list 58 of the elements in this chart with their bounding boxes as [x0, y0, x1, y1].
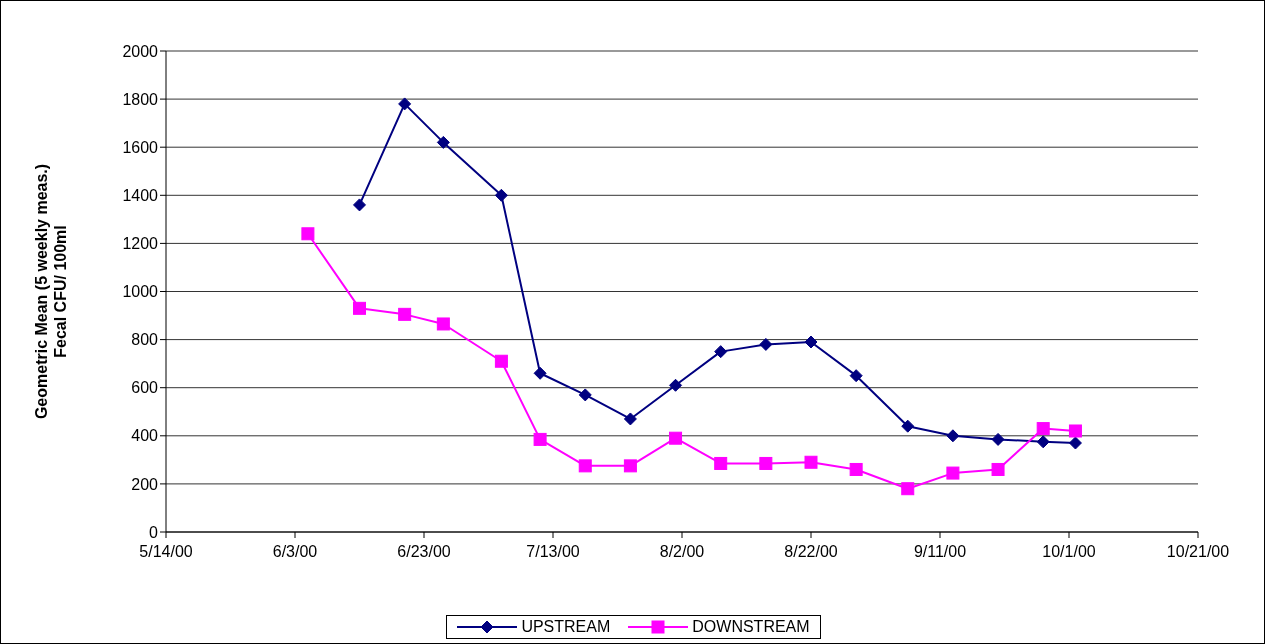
x-tick-label: 6/23/00 — [397, 543, 451, 561]
point — [578, 459, 592, 473]
point — [1068, 436, 1082, 450]
point — [714, 345, 728, 359]
point — [623, 412, 637, 426]
point — [301, 227, 315, 241]
y-tick-label: 2000 — [122, 42, 159, 60]
y-tick-label: 800 — [131, 331, 159, 349]
x-tick-label: 9/11/00 — [913, 543, 967, 561]
y-tick-label: 1000 — [122, 283, 159, 301]
x-tick-label: 10/21/00 — [1166, 543, 1230, 561]
y-tick-label: 1600 — [122, 138, 159, 156]
point — [1036, 422, 1050, 436]
point — [901, 419, 915, 433]
point — [946, 466, 960, 480]
x-tick-label: 8/2/00 — [659, 543, 705, 561]
point — [991, 462, 1005, 476]
point — [494, 188, 508, 202]
point — [398, 307, 412, 321]
y-tick-label: 0 — [149, 523, 159, 541]
legend-label: DOWNSTREAM — [692, 618, 810, 636]
point — [849, 369, 863, 383]
y-tick-label: 1200 — [122, 235, 159, 253]
point — [398, 97, 412, 111]
point — [533, 366, 547, 380]
x-tick-label: 5/14/00 — [139, 543, 193, 561]
legend-label: UPSTREAM — [521, 618, 611, 636]
point — [759, 456, 773, 470]
y-tick-label: 200 — [131, 475, 159, 493]
point — [804, 455, 818, 469]
point — [669, 431, 683, 445]
point — [804, 335, 818, 349]
point — [533, 432, 547, 446]
x-tick-label: 7/13/00 — [526, 543, 580, 561]
x-tick-label: 10/1/00 — [1042, 543, 1096, 561]
y-axis-title: Geometric Mean (5 weekly meas.) Fecal CFU/ 100ml — [33, 163, 69, 420]
y-tick-label: 1400 — [122, 186, 159, 204]
point — [991, 432, 1005, 446]
point — [353, 198, 366, 212]
point — [1036, 435, 1050, 449]
point — [714, 456, 728, 470]
point — [849, 462, 863, 476]
point — [436, 135, 450, 149]
point — [436, 317, 450, 331]
point — [353, 301, 366, 315]
point — [578, 388, 592, 402]
point — [946, 429, 960, 443]
y-tick-label: 600 — [131, 379, 159, 397]
y-tick-label: 1800 — [122, 90, 159, 108]
x-tick-label: 8/22/00 — [784, 543, 838, 561]
point — [494, 354, 508, 368]
point — [1068, 424, 1082, 438]
point — [759, 337, 773, 351]
point — [669, 378, 683, 392]
x-tick-label: 6/3/00 — [272, 543, 318, 561]
y-tick-label: 400 — [131, 427, 159, 445]
point — [623, 459, 637, 473]
point — [901, 482, 915, 496]
